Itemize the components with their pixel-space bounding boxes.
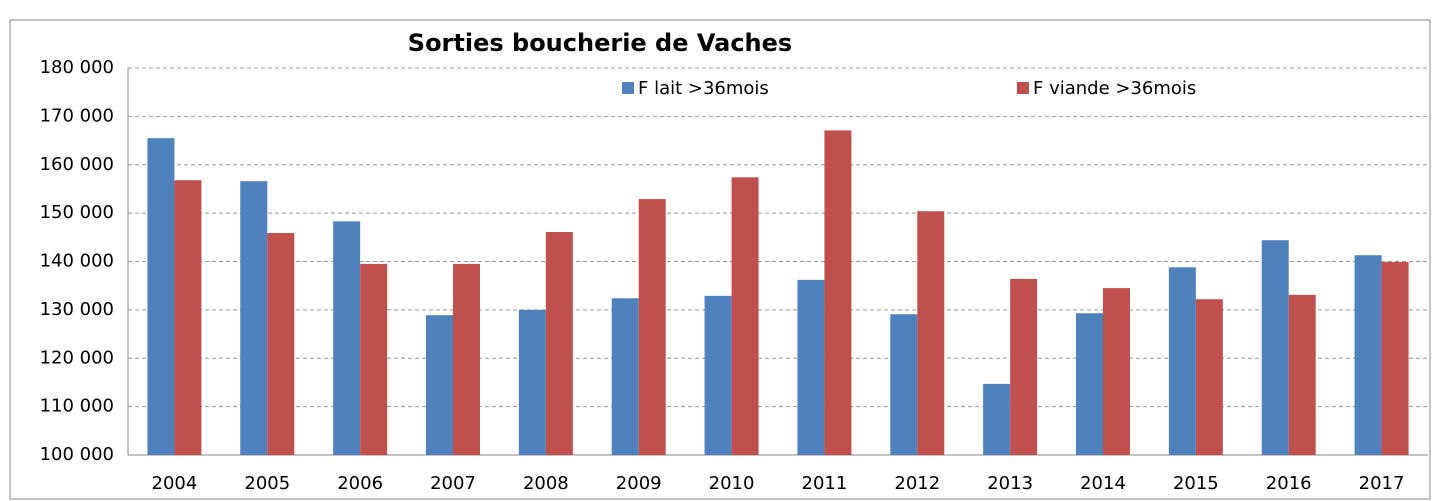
bar (824, 130, 852, 455)
x-tick-label: 2016 (1266, 473, 1312, 494)
bar (1195, 299, 1223, 455)
y-tick-label: 180 000 (40, 57, 114, 78)
y-tick-label: 130 000 (40, 299, 114, 320)
x-tick-label: 2007 (430, 473, 476, 494)
bar (545, 231, 573, 455)
y-tick-label: 150 000 (40, 202, 114, 223)
bar (704, 295, 732, 455)
chart-title: Sorties boucherie de Vaches (408, 29, 792, 57)
y-tick-label: 120 000 (40, 347, 114, 368)
bar (1103, 288, 1130, 455)
x-tick-label: 2013 (987, 473, 1033, 494)
bar (174, 180, 202, 456)
x-tick-label: 2014 (1080, 473, 1126, 494)
bar (1168, 267, 1196, 455)
bar (890, 314, 918, 455)
bar (1010, 278, 1038, 455)
legend-label: F lait >36mois (638, 78, 769, 99)
bar (1288, 294, 1316, 455)
bar (983, 383, 1011, 455)
bar (731, 177, 759, 455)
bar (1261, 240, 1289, 455)
bar (147, 138, 175, 456)
bar (1354, 255, 1382, 455)
x-tick-label: 2017 (1359, 473, 1405, 494)
y-tick-label: 160 000 (40, 154, 114, 175)
y-tick-label: 170 000 (40, 105, 114, 126)
legend-swatch (1017, 82, 1029, 94)
x-tick-label: 2012 (894, 473, 940, 494)
y-tick-label: 100 000 (40, 444, 114, 465)
legend-label: F viande >36mois (1033, 78, 1196, 99)
legend-swatch (622, 82, 634, 94)
bar (1076, 313, 1103, 455)
bar (611, 298, 639, 455)
x-tick-label: 2011 (802, 473, 848, 494)
x-tick-label: 2009 (616, 473, 662, 494)
x-tick-label: 2010 (709, 473, 755, 494)
bar (797, 279, 825, 455)
bar (453, 263, 480, 455)
bar (267, 232, 295, 455)
bar (333, 221, 361, 455)
bar (426, 315, 453, 455)
bar (518, 309, 546, 455)
x-tick-label: 2004 (152, 473, 198, 494)
bar (917, 211, 945, 455)
bar (1381, 261, 1409, 455)
y-tick-label: 140 000 (40, 251, 114, 272)
x-tick-label: 2005 (244, 473, 290, 494)
bar (240, 181, 268, 455)
bar (360, 263, 388, 455)
y-tick-label: 110 000 (40, 396, 114, 417)
x-tick-label: 2008 (523, 473, 569, 494)
x-tick-label: 2015 (1173, 473, 1219, 494)
x-tick-label: 2006 (337, 473, 383, 494)
bar (638, 199, 666, 455)
